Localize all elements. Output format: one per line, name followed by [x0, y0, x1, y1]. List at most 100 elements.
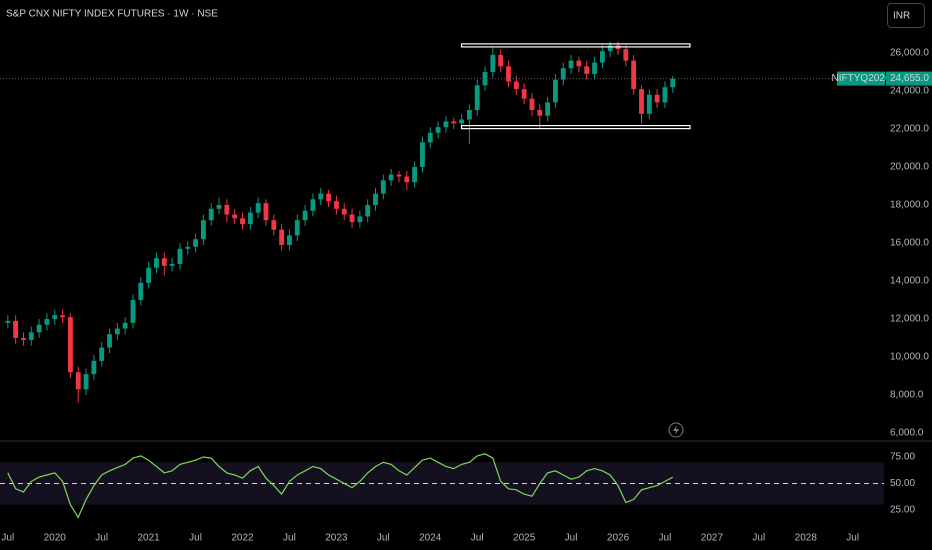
candle-body: [216, 205, 222, 209]
candle-body: [177, 248, 183, 264]
candle-body: [592, 62, 597, 74]
x-tick-label: Jul: [283, 533, 296, 544]
candle-body: [279, 229, 285, 245]
x-tick-label: 2020: [44, 533, 67, 544]
candle-body: [255, 203, 261, 213]
candle-body: [294, 220, 300, 236]
event-icon[interactable]: [668, 422, 684, 438]
currency-button[interactable]: [887, 3, 925, 28]
channel-line: [460, 125, 691, 130]
candle-body: [247, 212, 253, 225]
candle-body: [349, 214, 355, 223]
symbol-tag: [837, 71, 885, 86]
candle-body: [553, 79, 558, 103]
candle-body: [420, 142, 425, 168]
candle-body: [670, 78, 676, 88]
y-tick-label: 6,000.0: [890, 428, 924, 439]
candle-body: [412, 167, 418, 183]
y-tick-label: 14,000.0: [890, 276, 929, 287]
candle-body: [506, 66, 511, 82]
candle-body: [263, 203, 269, 221]
candle-body: [474, 85, 480, 111]
candle-body: [287, 235, 292, 245]
x-tick-label: Jul: [1, 533, 14, 544]
x-tick-label: 2021: [138, 533, 161, 544]
candle-body: [623, 49, 629, 61]
channel-line: [460, 43, 691, 48]
y-tick-label: 16,000.0: [890, 238, 929, 249]
candle-body: [161, 258, 167, 266]
y-tick-label: 10,000.0: [890, 352, 929, 363]
candle-body: [52, 315, 58, 320]
candle-body: [482, 72, 488, 86]
candle-body: [224, 205, 230, 215]
candle-body: [427, 132, 433, 143]
x-tick-label: 2026: [607, 533, 630, 544]
candle-body: [662, 87, 668, 103]
candle-body: [114, 328, 120, 335]
price-tag: [886, 71, 932, 86]
candle-body: [333, 201, 339, 209]
candle-body: [36, 324, 42, 333]
candle-body: [271, 220, 277, 230]
x-tick-label: 2027: [701, 533, 724, 544]
price-tag-label: 24,655.0: [890, 73, 929, 84]
candle-body: [490, 54, 496, 73]
candle-body: [529, 98, 535, 111]
y-tick-label: 8,000.0: [890, 390, 924, 401]
x-tick-label: Jul: [189, 533, 202, 544]
candle-body: [240, 218, 245, 225]
candle-body: [318, 193, 324, 200]
y-tick-label: 75.00: [890, 452, 915, 463]
x-tick-label: 2023: [325, 533, 348, 544]
candle-body: [459, 119, 464, 124]
currency-label[interactable]: INR: [893, 11, 910, 22]
y-tick-label: 25.00: [890, 505, 915, 516]
candle-body: [83, 374, 89, 390]
candle-body: [357, 216, 363, 223]
x-tick-label: Jul: [565, 533, 578, 544]
y-tick-label: 20,000.0: [890, 162, 929, 173]
candle-body: [44, 319, 50, 325]
candle-body: [443, 121, 449, 128]
y-tick-label: 50.00: [890, 478, 915, 489]
candle-body: [67, 317, 73, 373]
candle-body: [631, 60, 637, 90]
candle-body: [326, 193, 331, 202]
candle-body: [232, 214, 238, 219]
candle-body: [654, 94, 660, 103]
candle-body: [373, 193, 378, 206]
candle-body: [75, 372, 81, 390]
candle-body: [200, 220, 206, 240]
candle-body: [584, 66, 590, 74]
candle-body: [302, 210, 308, 221]
x-tick-label: 2022: [231, 533, 254, 544]
candle-body: [310, 199, 316, 211]
candle-body: [513, 81, 519, 90]
candle-body: [146, 267, 152, 283]
candle-body: [380, 180, 386, 194]
x-tick-label: Jul: [377, 533, 390, 544]
y-tick-label: 22,000.0: [890, 124, 929, 135]
candle-body: [60, 315, 66, 318]
x-tick-label: 2028: [795, 533, 818, 544]
candle-body: [99, 347, 105, 361]
candle-body: [341, 208, 347, 215]
event-icon-bolt: [673, 425, 679, 435]
candle-body: [396, 174, 402, 177]
candle-body: [169, 263, 175, 266]
candle-body: [639, 89, 644, 114]
candle-body: [435, 127, 441, 133]
candle-body: [545, 102, 551, 116]
x-tick-label: Jul: [846, 533, 859, 544]
candle-body: [521, 89, 527, 99]
y-tick-label: 12,000.0: [890, 314, 929, 325]
x-tick-label: Jul: [95, 533, 108, 544]
x-tick-label: Jul: [659, 533, 672, 544]
candle-body: [5, 320, 11, 323]
candle-body: [208, 208, 214, 221]
candle-body: [130, 300, 136, 323]
x-tick-label: Jul: [471, 533, 484, 544]
